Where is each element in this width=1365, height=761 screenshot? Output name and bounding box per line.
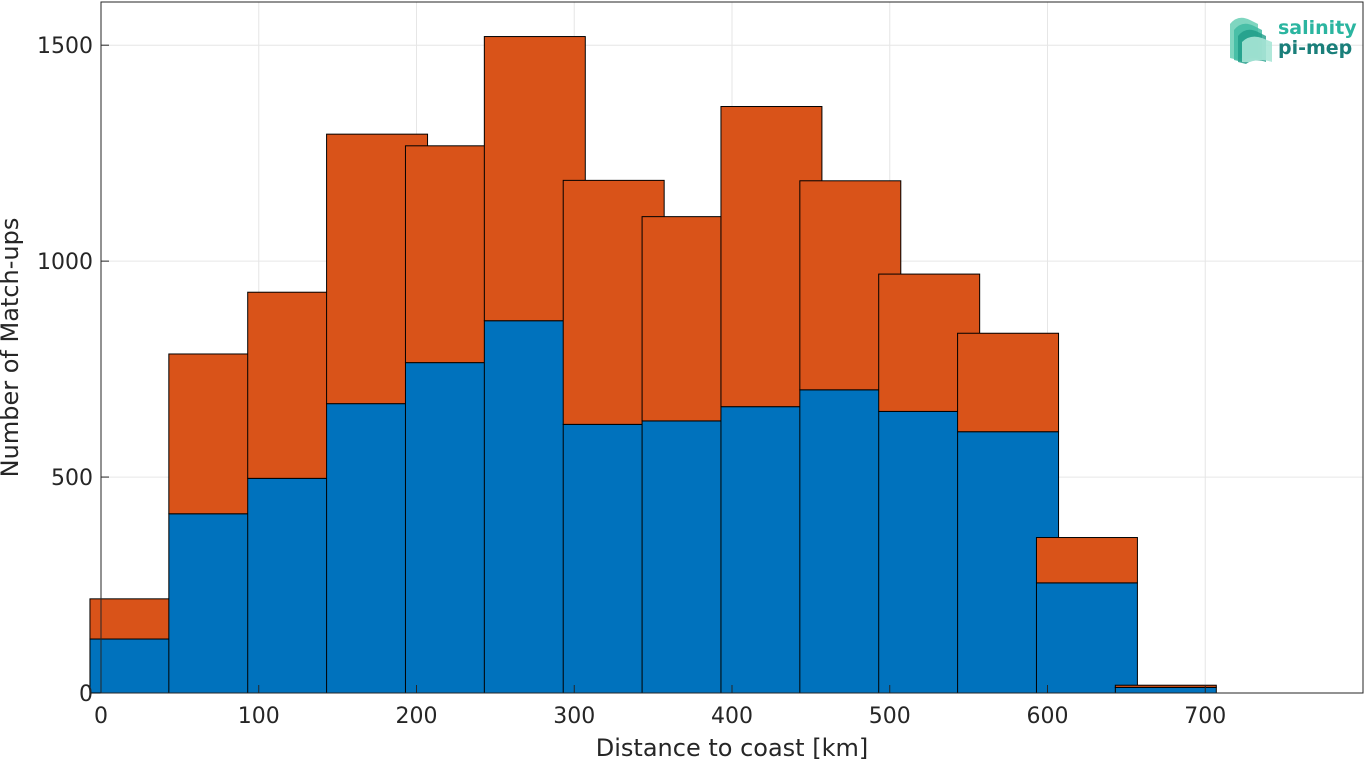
- x-tick-label: 100: [238, 704, 280, 729]
- x-tick-label: 200: [396, 704, 438, 729]
- logo-text-pi-mep: pi-mep: [1278, 37, 1352, 59]
- y-tick-label: 1500: [37, 34, 93, 59]
- bar-series1: [1035, 582, 1138, 694]
- x-tick-label: 500: [869, 704, 911, 729]
- salinity-pi-mep-logo: salinity pi-mep: [1230, 17, 1357, 64]
- bar-series2: [957, 332, 1060, 433]
- bars: [89, 36, 1296, 694]
- y-tick-label: 500: [51, 466, 93, 491]
- x-axis-label: Distance to coast [km]: [596, 734, 868, 761]
- logo-text-salinity: salinity: [1278, 17, 1357, 39]
- bar-series1: [1114, 686, 1217, 694]
- x-axis-ticks: 0 100 200 300 400 500 600 700: [94, 685, 1226, 729]
- y-axis-label: Number of Match-ups: [0, 218, 24, 478]
- x-tick-label: 600: [1027, 704, 1069, 729]
- x-tick-label: 400: [711, 704, 753, 729]
- y-tick-label: 1000: [37, 250, 93, 275]
- y-axis-ticks: 0 500 1000 1500: [37, 34, 109, 707]
- y-tick-label: 0: [79, 682, 93, 707]
- x-tick-label: 0: [94, 704, 108, 729]
- x-tick-label: 700: [1184, 704, 1226, 729]
- logo-wave-icon: [1230, 17, 1272, 64]
- bar-series2: [1114, 684, 1217, 688]
- x-tick-label: 300: [553, 704, 595, 729]
- bar-series2: [1035, 537, 1138, 584]
